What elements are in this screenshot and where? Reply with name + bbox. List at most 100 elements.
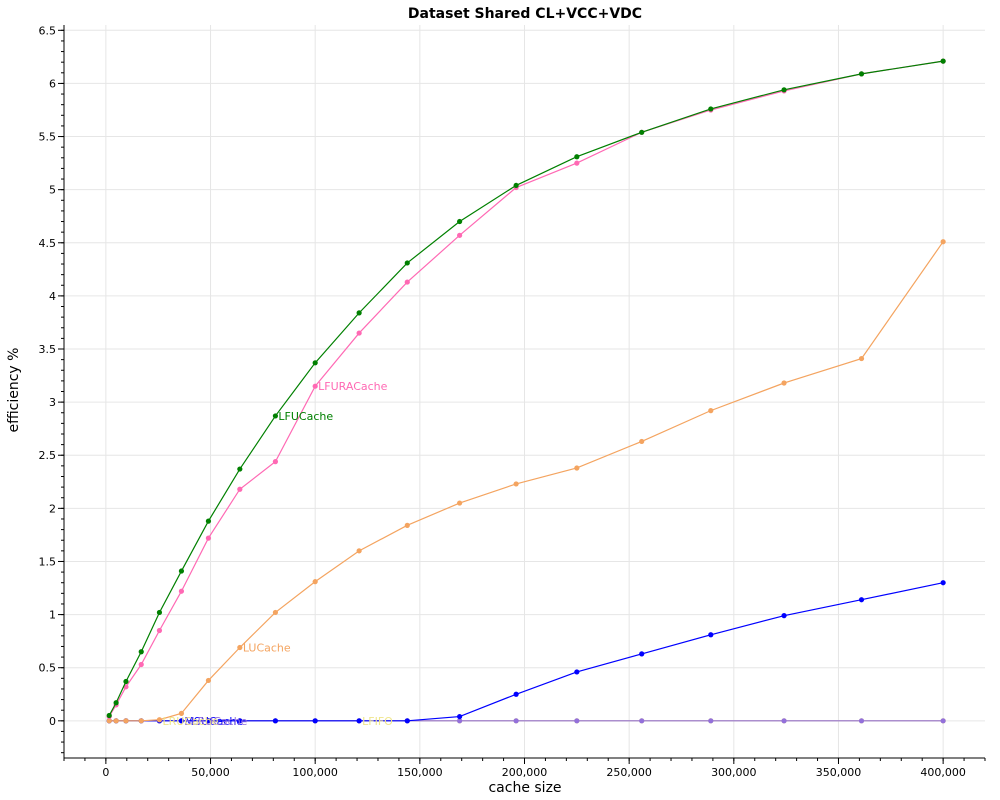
data-point-msucache [205, 718, 212, 724]
data-point-lucache [639, 438, 645, 445]
data-point-msucache [513, 691, 519, 697]
data-point-slrucache [858, 718, 865, 724]
series-line-msucache [109, 582, 944, 722]
data-point-lfucache [156, 609, 163, 616]
data-point-slrucache [708, 718, 714, 724]
data-point-lfuracache [356, 330, 362, 336]
data-point-msucache [457, 713, 463, 720]
x-tick-label-7: 350,000 [816, 766, 862, 779]
data-point-msucache [708, 632, 714, 638]
data-point-msucache [178, 718, 185, 724]
y-tick-label-13: 6.5 [39, 24, 57, 37]
x-tick-label-8: 400,000 [920, 766, 966, 779]
y-tick-label-11: 5.5 [39, 131, 57, 144]
data-point-lfuracache [138, 661, 144, 668]
x-tick-label-4: 200,000 [502, 766, 548, 779]
data-point-slrucache [940, 718, 946, 724]
y-axis-label: efficiency % [6, 348, 22, 433]
series-label-slrucache: SLRUCache [184, 715, 247, 728]
series-lines [106, 58, 946, 724]
data-point-lucache [138, 718, 144, 724]
data-point-lfucache [272, 413, 279, 419]
data-point-lfucache [312, 360, 318, 366]
data-point-lfucache [781, 87, 787, 93]
y-tick-label-1: 0.5 [39, 662, 57, 675]
y-tick-label-0: 0 [49, 715, 56, 728]
data-point-lucache [272, 609, 279, 616]
x-axis-label: cache size [488, 780, 561, 796]
data-point-lucache [781, 380, 787, 386]
data-point-lfucache [639, 129, 645, 135]
y-tick-label-12: 6 [49, 77, 56, 90]
data-point-lfuracache [312, 383, 318, 389]
data-point-lfucache [940, 58, 946, 64]
data-point-lucache [858, 355, 865, 362]
data-point-lucache [574, 465, 580, 471]
data-point-msucache [639, 651, 645, 657]
data-point-slrucache [513, 718, 519, 724]
data-point-msucache [272, 718, 279, 724]
series-line-lfuracache [108, 60, 944, 717]
data-point-lfucache [123, 678, 129, 685]
series-line-lucache [109, 241, 944, 722]
data-point-lfuracache [457, 232, 463, 238]
data-point-msucache [312, 718, 318, 724]
data-point-lfuracache [404, 279, 410, 285]
data-point-slrucache [639, 718, 645, 724]
data-point-msucache [940, 580, 946, 586]
series-lfucache [106, 58, 946, 719]
x-tick-label-0: 0 [102, 766, 109, 779]
data-point-lfuracache [156, 627, 163, 634]
data-point-lucache [106, 718, 112, 724]
data-point-lucache [708, 408, 714, 414]
grid-lines [64, 25, 985, 758]
series-label-lucache: LUCache [243, 642, 291, 655]
data-point-lfucache [237, 466, 243, 472]
series-label-lrucache: LRUCache [162, 715, 218, 728]
data-point-lucache [156, 717, 163, 723]
y-tick-label-9: 4.5 [39, 237, 57, 250]
series-label-lfifo: LFIFO [362, 715, 393, 728]
data-point-lucache [356, 548, 362, 554]
series-lfuracache [106, 58, 946, 720]
data-point-msucache [237, 718, 243, 724]
y-tick-label-2: 1 [49, 609, 56, 622]
x-tick-label-5: 250,000 [606, 766, 652, 779]
x-tick-label-1: 50,000 [191, 766, 230, 779]
data-point-lfuracache [272, 459, 279, 465]
y-tick-label-6: 3 [49, 396, 56, 409]
data-point-lfucache [858, 71, 865, 77]
data-point-lfucache [113, 700, 119, 706]
data-point-lfuracache [574, 160, 580, 166]
data-point-lucache [457, 500, 463, 506]
data-point-lucache [205, 677, 212, 684]
data-point-lfucache [138, 649, 144, 655]
series-lucache [106, 239, 946, 724]
y-tick-label-8: 4 [49, 290, 56, 303]
data-point-lucache [513, 481, 519, 487]
data-point-lucache [940, 239, 946, 245]
series-line-lfucache [108, 60, 944, 716]
data-point-lfuracache [237, 486, 243, 492]
data-point-lucache [237, 644, 243, 651]
data-point-lucache [404, 522, 410, 528]
data-point-lfucache [708, 106, 714, 112]
data-point-lfuracache [205, 535, 212, 541]
data-point-lfucache [178, 568, 185, 574]
data-point-lfucache [106, 712, 112, 719]
chart-title: Dataset Shared CL+VCC+VDC [408, 6, 642, 22]
axes: 0 50,000 100,000 150,000 200,000 250,000 300,0… [39, 24, 986, 779]
x-tick-label-6: 300,000 [711, 766, 757, 779]
data-point-lfucache [513, 182, 519, 189]
y-tick-label-5: 2.5 [39, 449, 57, 462]
data-point-lucache [123, 718, 129, 724]
data-point-msucache [356, 718, 362, 724]
data-point-lfucache [205, 518, 212, 524]
data-point-lucache [312, 579, 318, 585]
series-msucache [106, 580, 946, 724]
data-point-lucache [113, 718, 119, 724]
series-labels: LFUCache LFURACache LUCache MSUCacheSLRUCac… [162, 380, 393, 728]
data-point-msucache [781, 613, 787, 619]
